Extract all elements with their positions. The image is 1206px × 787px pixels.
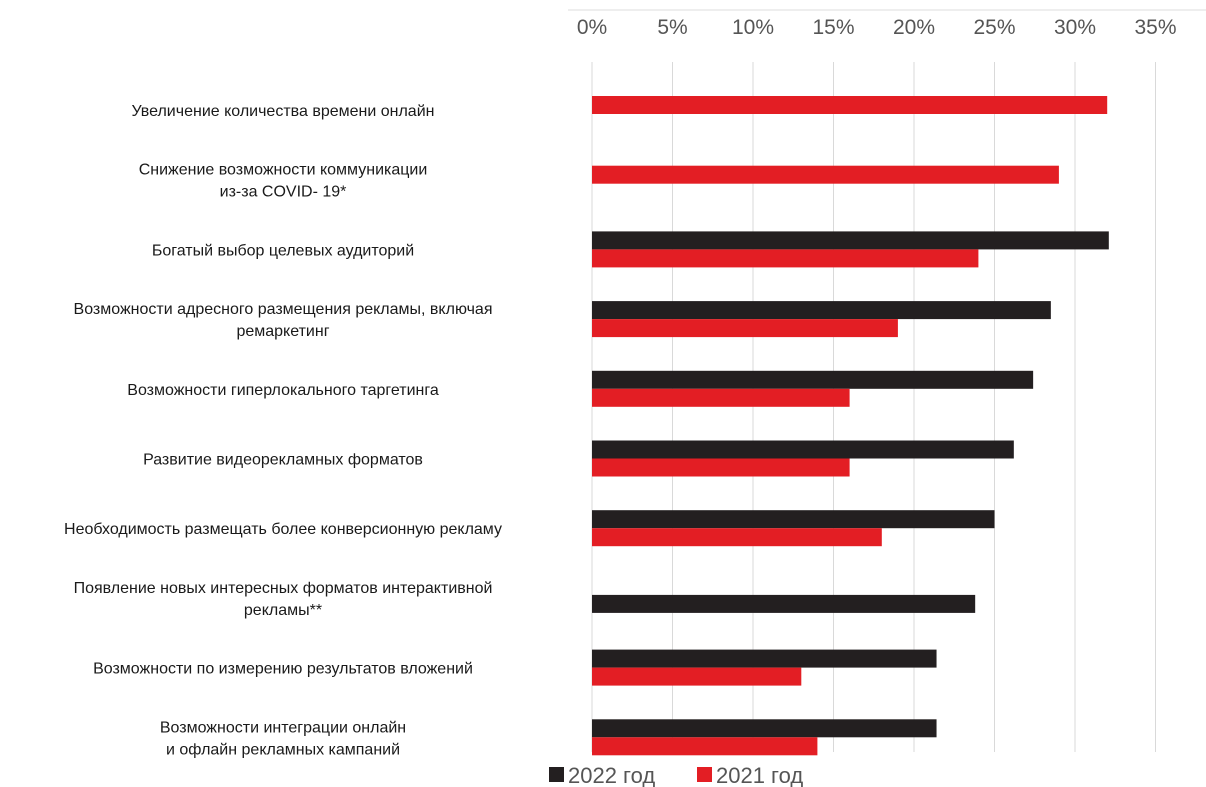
category-label: Необходимость размещать более конверсион… xyxy=(64,521,502,538)
bar-2021 xyxy=(592,458,850,477)
legend-label: 2021 год xyxy=(716,763,803,787)
bar-2022 xyxy=(592,719,937,738)
x-tick-label: 20% xyxy=(893,16,935,39)
bar-2021 xyxy=(592,319,898,338)
bar-2022 xyxy=(592,370,1034,389)
bar-2022 xyxy=(592,231,1109,250)
x-tick-label: 25% xyxy=(973,16,1015,39)
bars xyxy=(592,96,1109,756)
category-label: и офлайн рекламных кампаний xyxy=(166,741,400,758)
category-label: Богатый выбор целевых аудиторий xyxy=(152,242,414,259)
bar-2021 xyxy=(592,528,882,547)
bar-2021 xyxy=(592,96,1108,114)
legend-swatch-2022-год xyxy=(549,767,564,782)
category-label: Появление новых интересных форматов инте… xyxy=(74,580,493,597)
bar-2021 xyxy=(592,249,979,268)
category-label: Возможности адресного размещения рекламы… xyxy=(74,301,493,318)
x-tick-label: 0% xyxy=(577,16,607,39)
bar-2021 xyxy=(592,388,850,407)
category-label: из-за COVID- 19* xyxy=(220,184,347,201)
category-labels: Увеличение количества времени онлайн Сниж… xyxy=(64,103,502,758)
category-label: Снижение возможности коммуникации xyxy=(139,162,428,179)
bar-2022 xyxy=(592,649,937,668)
category-label: ремаркетинг xyxy=(236,323,329,340)
gridlines xyxy=(591,62,1156,752)
x-tick-label: 5% xyxy=(657,16,687,39)
legend-label: 2022 год xyxy=(568,763,655,787)
bar-2022 xyxy=(592,510,995,529)
legend-swatch-2021-год xyxy=(697,767,712,782)
legend: 2022 год 2021 год xyxy=(549,763,803,787)
bar-2021 xyxy=(592,165,1059,184)
x-tick-label: 10% xyxy=(732,16,774,39)
bar-2022 xyxy=(592,594,976,613)
bar-2021 xyxy=(592,667,802,686)
category-label: Возможности гиперлокального таргетинга xyxy=(127,382,439,399)
category-label: рекламы** xyxy=(244,602,322,619)
category-label: Увеличение количества времени онлайн xyxy=(132,103,435,120)
x-tick-label: 15% xyxy=(812,16,854,39)
category-label: Развитие видеорекламных форматов xyxy=(143,452,423,469)
category-label: Возможности интеграции онлайн xyxy=(160,719,406,736)
bar-2022 xyxy=(592,440,1014,459)
bar-2022 xyxy=(592,301,1051,320)
x-tick-label: 35% xyxy=(1134,16,1176,39)
x-tick-labels: 0% 5% 10% 15% 20% 25% 30% 35% xyxy=(577,16,1177,39)
x-tick-label: 30% xyxy=(1054,16,1096,39)
category-label: Возможности по измерению результатов вло… xyxy=(93,661,473,678)
bar-2021 xyxy=(592,737,818,756)
